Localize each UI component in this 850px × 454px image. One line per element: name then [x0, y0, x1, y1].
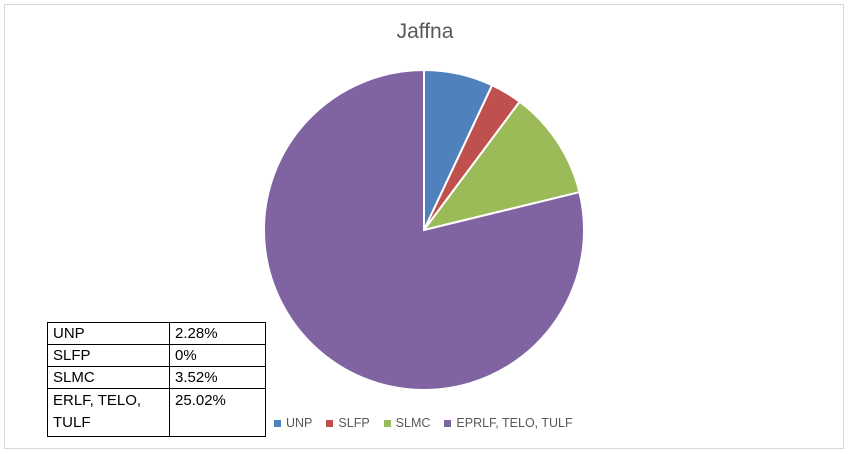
legend-label-slmc: SLMC — [395, 416, 431, 430]
legend-item-eprlf: EPRLF, TELO, TULF — [444, 416, 573, 430]
table-cell-label: ERLF, TELO, TULF — [47, 388, 170, 437]
table-cell-value: 3.52% — [169, 366, 266, 389]
legend-swatch-unp — [274, 419, 281, 427]
table-cell-label: SLFP — [47, 344, 170, 367]
pie-slice-slmc — [421, 100, 581, 232]
table-cell-value: 25.02% — [169, 388, 266, 437]
table-row: SLFP 0% — [47, 344, 266, 367]
table-row: SLMC 3.52% — [47, 366, 266, 389]
table-cell-value: 0% — [169, 344, 266, 367]
legend: UNP SLFP SLMC EPRLF, TELO, TULF — [274, 416, 573, 430]
legend-label-slfp: SLFP — [338, 416, 370, 430]
legend-swatch-eprlf — [444, 419, 452, 427]
legend-item-slmc: SLMC — [383, 416, 431, 430]
legend-swatch-slmc — [383, 419, 391, 427]
chart-title: Jaffna — [396, 20, 454, 43]
table-cell-value: 2.28% — [169, 322, 266, 345]
legend-item-slfp: SLFP — [326, 416, 370, 430]
legend-swatch-slfp — [326, 419, 334, 427]
legend-label-eprlf: EPRLF, TELO, TULF — [456, 416, 573, 430]
legend-label-unp: UNP — [286, 416, 313, 430]
pie-slice-eprlf-telo-tulf — [263, 68, 585, 391]
table-row: ERLF, TELO, TULF 25.02% — [47, 388, 266, 437]
table-row: UNP 2.28% — [47, 322, 266, 345]
legend-item-unp: UNP — [274, 416, 312, 430]
table-cell-label: SLMC — [47, 366, 170, 389]
vote-share-table: UNP 2.28% SLFP 0% SLMC 3.52% ERLF, TELO,… — [47, 322, 266, 437]
table-cell-label: UNP — [47, 322, 170, 345]
